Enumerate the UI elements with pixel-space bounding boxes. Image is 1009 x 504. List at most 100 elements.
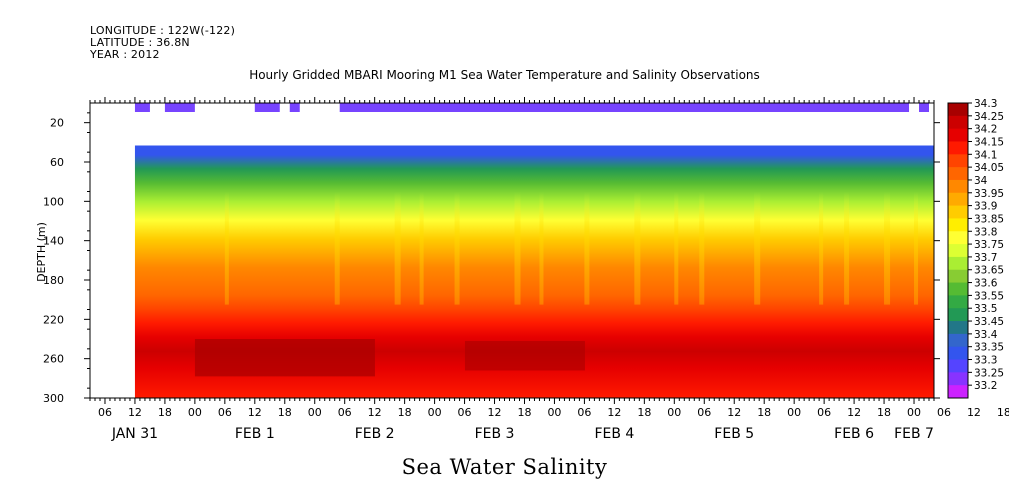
colorbar-label: 34.05 [974, 162, 1004, 174]
x-hour-label: 18 [517, 406, 531, 419]
x-hour-label: 00 [428, 406, 442, 419]
x-hour-label: 06 [98, 406, 112, 419]
x-hour-label: 06 [218, 406, 232, 419]
colorbar-swatch [948, 282, 968, 296]
x-hour-label: 00 [667, 406, 681, 419]
x-date-label: FEB 1 [235, 426, 275, 442]
year-label: YEAR : 2012 [90, 48, 160, 61]
x-date-label: FEB 6 [834, 426, 874, 442]
colorbar-label: 33.6 [974, 278, 998, 290]
x-hour-label: 06 [937, 406, 951, 419]
x-hour-label: 06 [458, 406, 472, 419]
intrusion-streak [454, 191, 460, 305]
x-hour-label: 06 [817, 406, 831, 419]
x-hour-label: 06 [697, 406, 711, 419]
colorbar-label: 34.2 [974, 124, 997, 136]
colorbar-swatch [948, 372, 968, 386]
colorbar-label: 33.35 [974, 342, 1004, 354]
colorbar-swatch [948, 154, 968, 168]
surface-segment [134, 103, 150, 112]
x-hour-label: 12 [967, 406, 981, 419]
surface-segment [919, 103, 930, 112]
x-hour-label: 00 [308, 406, 322, 419]
intrusion-streak [514, 191, 521, 305]
colorbar-swatch [948, 346, 968, 361]
intrusion-streak [674, 191, 679, 305]
colorbar-label: 33.45 [974, 316, 1004, 328]
colorbar-swatch [948, 244, 968, 258]
x-hour-label: 06 [338, 406, 352, 419]
colorbar-swatch [948, 167, 968, 181]
x-hour-label: 12 [488, 406, 502, 419]
x-hour-label: 18 [877, 406, 891, 419]
intrusion-streak [819, 191, 824, 305]
colorbar-swatch [948, 269, 968, 284]
x-hour-label: 18 [757, 406, 771, 419]
colorbar-label: 33.2 [974, 380, 997, 392]
high-salinity-patch [464, 340, 585, 371]
y-tick-label: 20 [50, 117, 64, 130]
colorbar-label: 33.75 [974, 239, 1004, 251]
x-hour-label: 00 [907, 406, 921, 419]
y-axis-label: DEPTH (m) [35, 222, 48, 282]
colorbar-swatch [948, 115, 968, 130]
colorbar-label: 34.15 [974, 136, 1004, 148]
intrusion-streak [634, 191, 641, 305]
colorbar-label: 33.55 [974, 290, 1004, 302]
x-hour-label: 18 [637, 406, 651, 419]
colorbar-swatch [948, 192, 968, 207]
y-tick-label: 260 [43, 353, 64, 366]
colorbar-swatch [948, 321, 968, 335]
x-hour-label: 12 [607, 406, 621, 419]
colorbar-label: 34.1 [974, 149, 997, 161]
colorbar-swatch [948, 385, 968, 399]
y-tick-label: 300 [43, 392, 64, 405]
colorbar-label: 34.3 [974, 98, 997, 110]
x-hour-label: 18 [158, 406, 172, 419]
intrusion-streak [334, 191, 340, 305]
colorbar-label: 34 [974, 175, 988, 187]
colorbar-label: 33.5 [974, 303, 997, 315]
y-tick-label: 140 [43, 235, 64, 248]
colorbar-swatch [948, 128, 968, 142]
heatmap-layer [90, 103, 934, 398]
colorbar-label: 34.25 [974, 111, 1004, 123]
colorbar-swatch [948, 333, 968, 348]
latitude-label: LATITUDE : 36.8N [90, 36, 190, 49]
longitude-label: LONGITUDE : 122W(-122) [90, 24, 236, 37]
x-hour-label: 00 [547, 406, 561, 419]
x-hour-label: 12 [248, 406, 262, 419]
x-hour-label: 00 [188, 406, 202, 419]
y-tick-label: 60 [50, 156, 64, 169]
x-hour-label: 18 [997, 406, 1009, 419]
surface-segments-layer [134, 103, 930, 112]
x-date-label: FEB 3 [475, 426, 515, 442]
intrusion-streak [539, 191, 544, 305]
x-hour-label: 18 [278, 406, 292, 419]
intrusion-streak [394, 191, 401, 305]
y-tick-label: 100 [43, 195, 64, 208]
x-hour-label: 12 [727, 406, 741, 419]
colorbar-label: 33.9 [974, 201, 997, 213]
colorbar-swatch [948, 231, 968, 245]
intrusion-streak [699, 191, 705, 305]
intrusion-streak [754, 191, 761, 305]
surface-segment [339, 103, 910, 112]
x-date-label: FEB 5 [714, 426, 754, 442]
intrusion-streak [584, 191, 590, 305]
colorbar-swatch [948, 141, 968, 155]
colorbar-swatch [948, 359, 968, 373]
surface-segment [254, 103, 280, 112]
colorbar-swatch [948, 295, 968, 309]
colorbar-swatch [948, 308, 968, 322]
x-hour-label: 12 [847, 406, 861, 419]
colorbar-label: 33.85 [974, 213, 1004, 225]
x-hour-label: 00 [787, 406, 801, 419]
colorbar-frame [947, 102, 969, 399]
intrusion-streak [844, 191, 850, 305]
colorbar-layer: 34.334.2534.234.1534.134.053433.9533.933… [947, 98, 1004, 399]
x-hour-label: 12 [128, 406, 142, 419]
intrusion-streak [224, 191, 229, 305]
colorbar-swatch [948, 205, 968, 219]
